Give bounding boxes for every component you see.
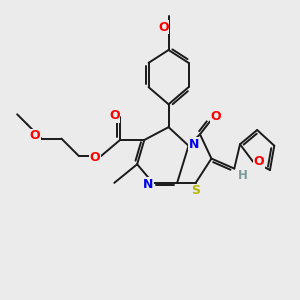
Text: O: O: [210, 110, 221, 123]
Text: O: O: [90, 151, 101, 164]
Text: O: O: [254, 155, 265, 168]
Text: O: O: [30, 129, 40, 142]
Text: O: O: [158, 21, 169, 34]
Text: S: S: [191, 184, 200, 197]
Text: N: N: [188, 138, 199, 151]
Text: H: H: [238, 169, 248, 182]
Text: O: O: [109, 109, 120, 122]
Text: N: N: [142, 178, 153, 191]
